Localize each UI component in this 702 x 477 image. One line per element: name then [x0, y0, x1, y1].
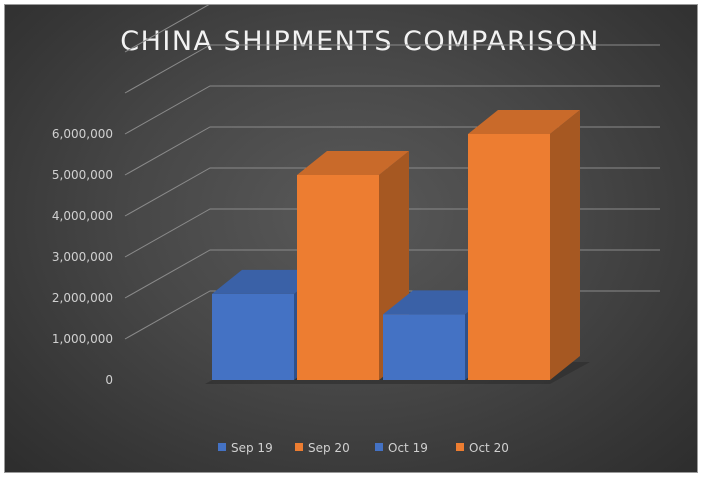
- y-tick-label: 4,000,000: [52, 209, 113, 223]
- chart-canvas: CHINA SHIPMENTS COMPARISON 0 1,000,000 2,0…: [52, 5, 660, 455]
- chart-title: CHINA SHIPMENTS COMPARISON: [120, 26, 600, 57]
- legend-item: Oct 20: [456, 441, 509, 455]
- legend-item: Sep 20: [295, 441, 350, 455]
- legend-swatch: [375, 443, 383, 451]
- legend-label: Oct 19: [388, 441, 428, 455]
- bar-top: [212, 269, 324, 294]
- bar-front: [212, 293, 294, 380]
- legend-item: Sep 19: [218, 441, 273, 455]
- legend-swatch: [295, 443, 303, 451]
- legend-swatch: [218, 443, 226, 451]
- legend: Sep 19 Sep 20 Oct 19 Oct 20: [218, 441, 509, 455]
- y-tick-label: 1,000,000: [52, 332, 113, 346]
- y-tick-label: 0: [105, 373, 113, 387]
- bar-top: [383, 290, 495, 315]
- legend-swatch: [456, 443, 464, 451]
- gridlines: [124, 5, 660, 340]
- chart-frame: CHINA SHIPMENTS COMPARISON 0 1,000,000 2,0…: [4, 4, 698, 473]
- y-tick-label: 2,000,000: [52, 291, 113, 305]
- legend-item: Oct 19: [375, 441, 428, 455]
- y-tick-label: 3,000,000: [52, 250, 113, 264]
- bars: [212, 110, 580, 380]
- bar-side: [550, 110, 580, 380]
- legend-label: Sep 19: [231, 441, 273, 455]
- legend-label: Sep 20: [308, 441, 350, 455]
- bar-front: [468, 134, 550, 380]
- bar-top: [468, 110, 580, 134]
- bar-top: [297, 151, 409, 175]
- y-tick-label: 6,000,000: [52, 127, 113, 141]
- y-tick-label: 5,000,000: [52, 168, 113, 182]
- gridline: [124, 85, 660, 135]
- gridline: [124, 44, 660, 94]
- legend-label: Oct 20: [469, 441, 509, 455]
- bar: [468, 110, 580, 380]
- bar-front: [297, 175, 379, 380]
- bar-front: [383, 314, 465, 380]
- y-axis-ticks: 0 1,000,000 2,000,000 3,000,000 4,000,000 5,0…: [52, 127, 113, 387]
- gridline: [124, 5, 210, 53]
